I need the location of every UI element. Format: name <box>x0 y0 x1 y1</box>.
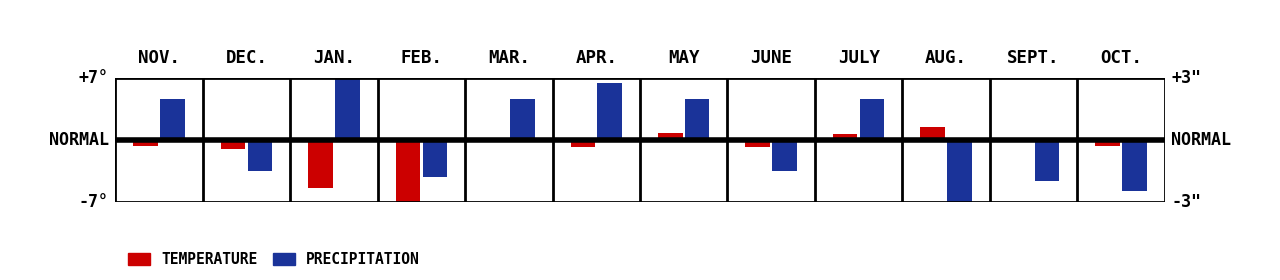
Text: FEB.: FEB. <box>401 49 443 67</box>
Bar <box>220 140 246 149</box>
Text: APR.: APR. <box>575 49 617 67</box>
Text: NORMAL: NORMAL <box>49 131 109 149</box>
Text: JUNE: JUNE <box>750 49 792 67</box>
Bar <box>833 134 858 140</box>
Bar <box>745 140 771 147</box>
Text: JAN.: JAN. <box>312 49 355 67</box>
Bar <box>396 140 420 202</box>
Bar <box>247 140 273 171</box>
Text: NOV.: NOV. <box>138 49 180 67</box>
Text: +7°: +7° <box>79 69 109 87</box>
Text: OCT.: OCT. <box>1100 49 1142 67</box>
Bar <box>860 99 884 140</box>
Bar <box>772 140 797 171</box>
Bar <box>133 140 157 146</box>
Bar <box>509 99 535 140</box>
Text: DEC.: DEC. <box>225 49 268 67</box>
Text: MAR.: MAR. <box>488 49 530 67</box>
Bar <box>422 140 447 177</box>
Bar <box>335 0 360 140</box>
Bar <box>685 99 709 140</box>
Bar <box>947 140 972 202</box>
Bar <box>1096 140 1120 146</box>
Text: AUG.: AUG. <box>925 49 968 67</box>
Text: NORMAL: NORMAL <box>1171 131 1231 149</box>
Bar <box>598 83 622 140</box>
Bar <box>571 140 595 147</box>
Bar <box>308 140 333 188</box>
Bar <box>920 127 945 140</box>
Bar <box>658 133 682 140</box>
Bar <box>1123 140 1147 191</box>
Legend: TEMPERATURE, PRECIPITATION: TEMPERATURE, PRECIPITATION <box>123 246 426 273</box>
Text: +3": +3" <box>1171 69 1201 87</box>
Bar <box>1034 140 1060 181</box>
Text: MAY: MAY <box>668 49 699 67</box>
Text: SEPT.: SEPT. <box>1007 49 1060 67</box>
Bar <box>160 99 184 140</box>
Text: -7°: -7° <box>79 193 109 211</box>
Text: -3": -3" <box>1171 193 1201 211</box>
Text: JULY: JULY <box>837 49 879 67</box>
